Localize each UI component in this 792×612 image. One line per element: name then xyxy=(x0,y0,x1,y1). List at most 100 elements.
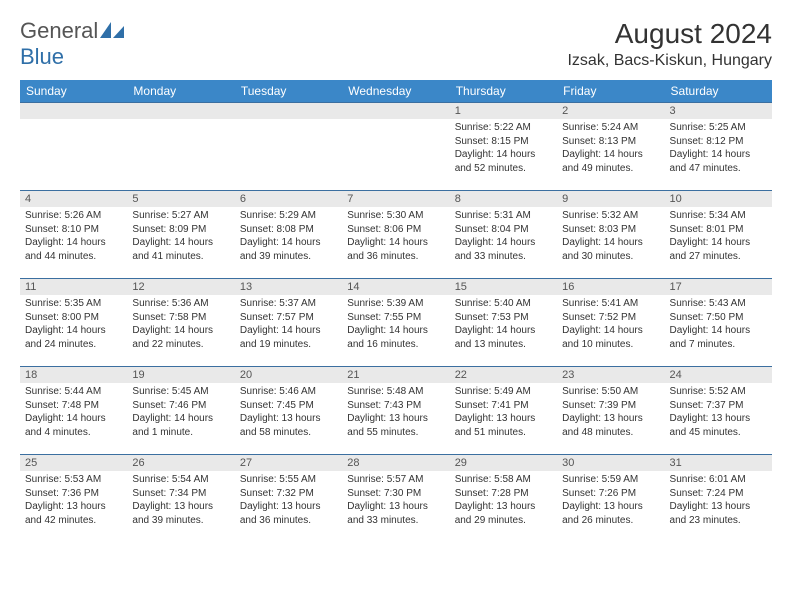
weekday-header: Sunday xyxy=(20,80,127,103)
day-details: Sunrise: 5:48 AMSunset: 7:43 PMDaylight:… xyxy=(342,383,449,443)
day-number: 30 xyxy=(557,455,664,471)
calendar-day-cell: 24Sunrise: 5:52 AMSunset: 7:37 PMDayligh… xyxy=(665,367,772,455)
day-number: 27 xyxy=(235,455,342,471)
day-number: 22 xyxy=(450,367,557,383)
day-number: 19 xyxy=(127,367,234,383)
day-number-bar xyxy=(342,103,449,119)
page-header: General Blue August 2024 Izsak, Bacs-Kis… xyxy=(20,18,772,70)
day-number: 6 xyxy=(235,191,342,207)
calendar-week-row: 25Sunrise: 5:53 AMSunset: 7:36 PMDayligh… xyxy=(20,455,772,543)
day-details: Sunrise: 5:55 AMSunset: 7:32 PMDaylight:… xyxy=(235,471,342,531)
day-number: 17 xyxy=(665,279,772,295)
day-number: 11 xyxy=(20,279,127,295)
day-number: 12 xyxy=(127,279,234,295)
calendar-day-cell: 13Sunrise: 5:37 AMSunset: 7:57 PMDayligh… xyxy=(235,279,342,367)
day-details: Sunrise: 5:31 AMSunset: 8:04 PMDaylight:… xyxy=(450,207,557,267)
calendar-week-row: 1Sunrise: 5:22 AMSunset: 8:15 PMDaylight… xyxy=(20,103,772,191)
title-block: August 2024 Izsak, Bacs-Kiskun, Hungary xyxy=(567,18,772,70)
weekday-header: Thursday xyxy=(450,80,557,103)
day-details: Sunrise: 5:50 AMSunset: 7:39 PMDaylight:… xyxy=(557,383,664,443)
calendar-day-cell: 1Sunrise: 5:22 AMSunset: 8:15 PMDaylight… xyxy=(450,103,557,191)
day-details: Sunrise: 5:45 AMSunset: 7:46 PMDaylight:… xyxy=(127,383,234,443)
day-number: 1 xyxy=(450,103,557,119)
brand-text: General Blue xyxy=(20,18,126,70)
calendar-empty-cell xyxy=(127,103,234,191)
calendar-empty-cell xyxy=(20,103,127,191)
location-text: Izsak, Bacs-Kiskun, Hungary xyxy=(567,52,772,70)
day-details: Sunrise: 5:25 AMSunset: 8:12 PMDaylight:… xyxy=(665,119,772,179)
calendar-day-cell: 31Sunrise: 6:01 AMSunset: 7:24 PMDayligh… xyxy=(665,455,772,543)
calendar-day-cell: 25Sunrise: 5:53 AMSunset: 7:36 PMDayligh… xyxy=(20,455,127,543)
day-details: Sunrise: 5:54 AMSunset: 7:34 PMDaylight:… xyxy=(127,471,234,531)
calendar-day-cell: 4Sunrise: 5:26 AMSunset: 8:10 PMDaylight… xyxy=(20,191,127,279)
day-details: Sunrise: 5:40 AMSunset: 7:53 PMDaylight:… xyxy=(450,295,557,355)
day-number: 7 xyxy=(342,191,449,207)
day-number: 5 xyxy=(127,191,234,207)
day-number: 18 xyxy=(20,367,127,383)
day-details: Sunrise: 5:52 AMSunset: 7:37 PMDaylight:… xyxy=(665,383,772,443)
day-number: 4 xyxy=(20,191,127,207)
day-details: Sunrise: 5:43 AMSunset: 7:50 PMDaylight:… xyxy=(665,295,772,355)
day-details: Sunrise: 5:26 AMSunset: 8:10 PMDaylight:… xyxy=(20,207,127,267)
day-number: 15 xyxy=(450,279,557,295)
day-number: 21 xyxy=(342,367,449,383)
day-number: 20 xyxy=(235,367,342,383)
day-number: 26 xyxy=(127,455,234,471)
day-details: Sunrise: 5:30 AMSunset: 8:06 PMDaylight:… xyxy=(342,207,449,267)
weekday-header: Monday xyxy=(127,80,234,103)
day-details: Sunrise: 5:59 AMSunset: 7:26 PMDaylight:… xyxy=(557,471,664,531)
day-number: 23 xyxy=(557,367,664,383)
brand-part2: Blue xyxy=(20,44,64,69)
brand-part1: General xyxy=(20,18,98,43)
day-number: 28 xyxy=(342,455,449,471)
day-number: 2 xyxy=(557,103,664,119)
day-details: Sunrise: 5:44 AMSunset: 7:48 PMDaylight:… xyxy=(20,383,127,443)
calendar-day-cell: 22Sunrise: 5:49 AMSunset: 7:41 PMDayligh… xyxy=(450,367,557,455)
day-details: Sunrise: 5:36 AMSunset: 7:58 PMDaylight:… xyxy=(127,295,234,355)
calendar-body: 1Sunrise: 5:22 AMSunset: 8:15 PMDaylight… xyxy=(20,103,772,543)
day-details: Sunrise: 5:49 AMSunset: 7:41 PMDaylight:… xyxy=(450,383,557,443)
calendar-day-cell: 23Sunrise: 5:50 AMSunset: 7:39 PMDayligh… xyxy=(557,367,664,455)
day-details: Sunrise: 5:58 AMSunset: 7:28 PMDaylight:… xyxy=(450,471,557,531)
calendar-day-cell: 14Sunrise: 5:39 AMSunset: 7:55 PMDayligh… xyxy=(342,279,449,367)
day-number: 25 xyxy=(20,455,127,471)
day-number-bar xyxy=(20,103,127,119)
calendar-day-cell: 7Sunrise: 5:30 AMSunset: 8:06 PMDaylight… xyxy=(342,191,449,279)
day-details: Sunrise: 5:53 AMSunset: 7:36 PMDaylight:… xyxy=(20,471,127,531)
calendar-day-cell: 10Sunrise: 5:34 AMSunset: 8:01 PMDayligh… xyxy=(665,191,772,279)
calendar-day-cell: 11Sunrise: 5:35 AMSunset: 8:00 PMDayligh… xyxy=(20,279,127,367)
day-details: Sunrise: 6:01 AMSunset: 7:24 PMDaylight:… xyxy=(665,471,772,531)
day-details: Sunrise: 5:32 AMSunset: 8:03 PMDaylight:… xyxy=(557,207,664,267)
day-details: Sunrise: 5:37 AMSunset: 7:57 PMDaylight:… xyxy=(235,295,342,355)
calendar-empty-cell xyxy=(235,103,342,191)
day-number: 8 xyxy=(450,191,557,207)
calendar-day-cell: 19Sunrise: 5:45 AMSunset: 7:46 PMDayligh… xyxy=(127,367,234,455)
day-details: Sunrise: 5:24 AMSunset: 8:13 PMDaylight:… xyxy=(557,119,664,179)
day-number: 9 xyxy=(557,191,664,207)
day-details: Sunrise: 5:22 AMSunset: 8:15 PMDaylight:… xyxy=(450,119,557,179)
calendar-day-cell: 16Sunrise: 5:41 AMSunset: 7:52 PMDayligh… xyxy=(557,279,664,367)
calendar-week-row: 4Sunrise: 5:26 AMSunset: 8:10 PMDaylight… xyxy=(20,191,772,279)
day-details: Sunrise: 5:27 AMSunset: 8:09 PMDaylight:… xyxy=(127,207,234,267)
day-number-bar xyxy=(127,103,234,119)
day-number: 16 xyxy=(557,279,664,295)
calendar-day-cell: 9Sunrise: 5:32 AMSunset: 8:03 PMDaylight… xyxy=(557,191,664,279)
day-number: 14 xyxy=(342,279,449,295)
day-number: 31 xyxy=(665,455,772,471)
day-details: Sunrise: 5:29 AMSunset: 8:08 PMDaylight:… xyxy=(235,207,342,267)
day-number-bar xyxy=(235,103,342,119)
brand-sail-icon xyxy=(100,18,126,43)
weekday-header-row: SundayMondayTuesdayWednesdayThursdayFrid… xyxy=(20,80,772,103)
weekday-header: Tuesday xyxy=(235,80,342,103)
calendar-day-cell: 2Sunrise: 5:24 AMSunset: 8:13 PMDaylight… xyxy=(557,103,664,191)
calendar-day-cell: 28Sunrise: 5:57 AMSunset: 7:30 PMDayligh… xyxy=(342,455,449,543)
weekday-header: Saturday xyxy=(665,80,772,103)
calendar-day-cell: 5Sunrise: 5:27 AMSunset: 8:09 PMDaylight… xyxy=(127,191,234,279)
calendar-day-cell: 15Sunrise: 5:40 AMSunset: 7:53 PMDayligh… xyxy=(450,279,557,367)
day-details: Sunrise: 5:35 AMSunset: 8:00 PMDaylight:… xyxy=(20,295,127,355)
calendar-week-row: 11Sunrise: 5:35 AMSunset: 8:00 PMDayligh… xyxy=(20,279,772,367)
weekday-header: Friday xyxy=(557,80,664,103)
calendar-day-cell: 3Sunrise: 5:25 AMSunset: 8:12 PMDaylight… xyxy=(665,103,772,191)
calendar-empty-cell xyxy=(342,103,449,191)
calendar-day-cell: 20Sunrise: 5:46 AMSunset: 7:45 PMDayligh… xyxy=(235,367,342,455)
